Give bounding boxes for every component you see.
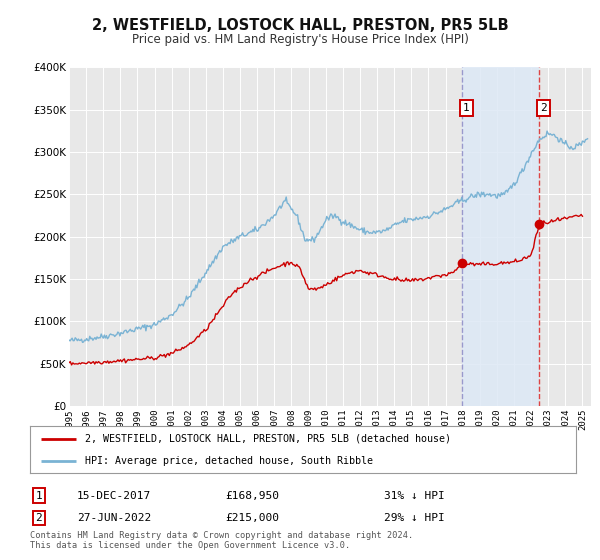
Text: 29% ↓ HPI: 29% ↓ HPI: [384, 513, 445, 523]
Text: Price paid vs. HM Land Registry's House Price Index (HPI): Price paid vs. HM Land Registry's House …: [131, 32, 469, 46]
Text: HPI: Average price, detached house, South Ribble: HPI: Average price, detached house, Sout…: [85, 456, 373, 466]
Text: 2: 2: [35, 513, 43, 523]
Text: Contains HM Land Registry data © Crown copyright and database right 2024.: Contains HM Land Registry data © Crown c…: [30, 531, 413, 540]
Text: 15-DEC-2017: 15-DEC-2017: [77, 491, 151, 501]
Text: 27-JUN-2022: 27-JUN-2022: [77, 513, 151, 523]
Text: 2, WESTFIELD, LOSTOCK HALL, PRESTON, PR5 5LB: 2, WESTFIELD, LOSTOCK HALL, PRESTON, PR5…: [92, 18, 508, 32]
Text: This data is licensed under the Open Government Licence v3.0.: This data is licensed under the Open Gov…: [30, 541, 350, 550]
Text: 2: 2: [541, 103, 547, 113]
Text: 2, WESTFIELD, LOSTOCK HALL, PRESTON, PR5 5LB (detached house): 2, WESTFIELD, LOSTOCK HALL, PRESTON, PR5…: [85, 434, 451, 444]
Text: 31% ↓ HPI: 31% ↓ HPI: [384, 491, 445, 501]
Text: 1: 1: [35, 491, 43, 501]
Bar: [462, 67, 539, 406]
Text: £168,950: £168,950: [225, 491, 279, 501]
Text: 1: 1: [463, 103, 470, 113]
Text: £215,000: £215,000: [225, 513, 279, 523]
